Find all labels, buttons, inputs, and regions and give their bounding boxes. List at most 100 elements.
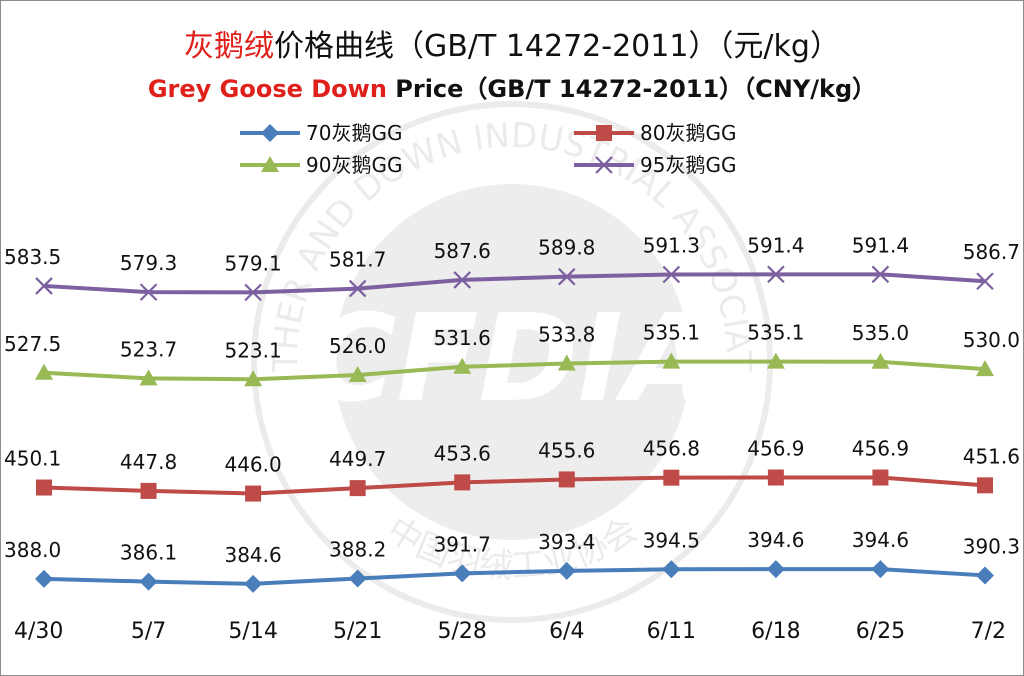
data-label-s1-7: 456.9 [747,437,804,461]
data-point-s3-8 [871,265,890,284]
x-tick-label-7: 6/18 [751,619,800,644]
title-part-1: 价格曲线（GB/T 14272-2011）（元/kg） [274,29,840,64]
series-line-3 [43,272,986,295]
data-point-s1-5 [558,471,575,488]
data-label-s1-8: 456.9 [852,437,909,461]
data-label-s1-3: 449.7 [329,447,386,471]
data-label-s3-5: 589.8 [538,236,595,260]
data-point-s2-4 [453,357,472,374]
data-label-s0-5: 393.4 [538,530,595,554]
data-point-s1-2 [245,485,262,502]
data-label-s2-3: 526.0 [329,334,386,358]
data-point-s1-6 [663,469,680,486]
data-label-s1-2: 446.0 [224,453,281,477]
data-label-s1-6: 456.8 [643,437,700,461]
data-point-s2-7 [766,352,785,369]
data-label-s1-0: 450.1 [4,447,61,471]
data-point-s0-2 [244,574,263,593]
data-point-s0-1 [139,572,158,591]
data-label-s2-9: 530.0 [963,328,1020,352]
legend-label: 80灰鹅GG [640,121,736,145]
series-line-2 [43,359,986,382]
data-label-s2-7: 535.1 [747,321,804,345]
data-point-s0-9 [976,566,994,585]
data-point-s0-6 [662,560,681,579]
x-tick-label-3: 5/21 [333,619,382,644]
x-axis-ticks: 4/30 5/7 5/14 5/21 5/28 6/4 6/11 6/18 6/25 7/2 [14,619,1006,644]
data-point-s2-0 [35,363,53,380]
chart-subtitle: Grey Goose Down Price（GB/T 14272-2011）（C… [148,75,876,103]
legend-label: 90灰鹅GG [306,153,402,177]
data-point-s3-3 [348,279,367,298]
legend: 70灰鹅GG 80灰鹅GG 90灰鹅GG 95灰鹅GG [240,121,736,177]
series-line-1 [43,475,986,496]
data-label-s3-4: 587.6 [434,239,491,263]
legend-item-1: 80灰鹅GG [574,121,736,145]
data-label-s0-4: 391.7 [434,532,491,556]
subtitle-part-0: Grey Goose Down [148,75,387,103]
x-tick-label-5: 6/4 [549,619,584,644]
x-tick-label-6: 6/11 [647,619,696,644]
data-label-s0-2: 384.6 [224,543,281,567]
data-point-s2-2 [244,370,263,387]
data-point-s0-8 [871,560,890,579]
data-label-s2-6: 535.1 [643,321,700,345]
data-label-s2-8: 535.0 [852,321,909,345]
series-lines [43,272,986,586]
data-point-s1-7 [767,469,784,486]
data-label-s3-8: 591.4 [852,233,909,257]
x-tick-label-0: 4/30 [14,619,63,644]
data-label-s2-2: 523.1 [224,338,281,362]
data-point-s2-8 [871,352,890,369]
data-point-s1-1 [140,482,157,499]
chart-title: 灰鹅绒价格曲线（GB/T 14272-2011）（元/kg） [184,29,840,64]
data-point-s0-7 [766,560,785,579]
data-label-s0-1: 386.1 [120,541,177,565]
data-label-s3-1: 579.3 [120,251,177,275]
legend-label: 70灰鹅GG [306,121,402,145]
subtitle-part-1: Price（GB/T 14272-2011）（CNY/kg） [387,75,876,103]
data-point-s1-8 [872,469,889,486]
data-label-s2-1: 523.7 [120,337,177,361]
data-label-s3-0: 583.5 [4,245,61,269]
legend-label: 95灰鹅GG [640,153,736,177]
data-label-s1-4: 453.6 [434,441,491,465]
data-label-s0-0: 388.0 [4,538,61,562]
data-label-s0-3: 388.2 [329,538,386,562]
x-tick-label-8: 6/25 [856,619,905,644]
data-label-s1-5: 455.6 [538,438,595,462]
data-point-s1-3 [349,480,366,497]
data-label-s0-6: 394.5 [643,528,700,552]
legend-swatch-marker [261,124,279,142]
x-tick-label-1: 5/7 [131,619,166,644]
watermark-inner-disc [334,184,690,540]
data-point-s1-4 [454,474,471,491]
series-line-0 [43,567,986,586]
data-point-s1-0 [36,479,52,496]
legend-swatch-marker [261,156,279,172]
legend-item-3: 95灰鹅GG [574,153,736,177]
data-label-s3-9: 586.7 [963,240,1020,264]
data-label-s0-7: 394.6 [747,528,804,552]
data-point-s2-3 [348,366,367,383]
data-point-s2-5 [557,354,576,371]
legend-swatch-marker [595,156,613,174]
data-point-s3-9 [976,272,994,291]
data-label-s1-1: 447.8 [120,450,177,474]
x-tick-label-2: 5/14 [228,619,277,644]
data-point-s0-3 [348,569,367,588]
data-point-s2-9 [976,360,994,377]
series-markers [35,265,994,593]
data-labels: 388.0 386.1 384.6 388.2 391.7 393.4 394.5 394.6… [4,233,1020,566]
data-label-s3-2: 579.1 [224,251,281,275]
data-label-s2-5: 533.8 [538,323,595,347]
data-point-s3-4 [453,271,472,289]
data-label-s0-8: 394.6 [852,528,909,552]
x-tick-label-9: 7/2 [971,619,1006,644]
x-tick-label-4: 5/28 [438,619,487,644]
data-point-s3-7 [767,265,785,284]
legend-item-2: 90灰鹅GG [240,153,402,177]
data-point-s3-5 [557,267,576,286]
